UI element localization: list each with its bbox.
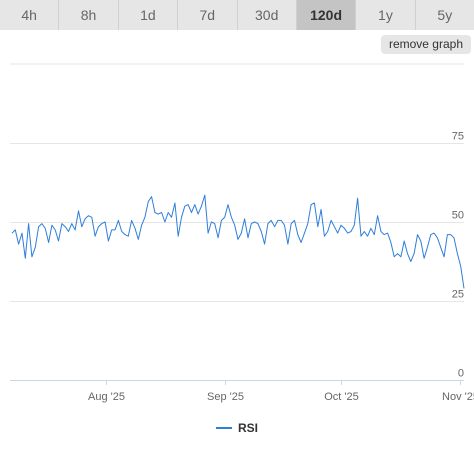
y-tick-label: 0 bbox=[458, 368, 464, 380]
legend-swatch-icon bbox=[215, 427, 232, 429]
y-tick-label: 75 bbox=[452, 131, 464, 143]
x-tick-label: Oct '25 bbox=[324, 391, 359, 403]
tab-5y[interactable]: 5y bbox=[415, 0, 474, 30]
y-tick-label: 25 bbox=[452, 289, 464, 301]
tab-4h[interactable]: 4h bbox=[0, 0, 60, 30]
time-range-tabs: 4h 8h 1d 7d 30d 120d 1y 5y bbox=[0, 0, 474, 30]
tab-1d[interactable]: 1d bbox=[118, 0, 179, 30]
x-tick-label: Nov '25 bbox=[442, 391, 474, 403]
series-line-rsi bbox=[11, 194, 465, 289]
chart-legend[interactable]: RSI bbox=[0, 421, 474, 435]
tab-7d[interactable]: 7d bbox=[178, 0, 238, 30]
chart-svg: 0 25 50 75 Aug '25 Sep '25 Oct '25 Nov '25 bbox=[10, 63, 474, 403]
tab-1y[interactable]: 1y bbox=[356, 0, 416, 30]
y-tick-label: 50 bbox=[452, 210, 464, 222]
x-tick-label: Sep '25 bbox=[207, 391, 244, 403]
rsi-chart: 0 25 50 75 Aug '25 Sep '25 Oct '25 Nov '25 bbox=[0, 58, 474, 455]
tab-120d[interactable]: 120d bbox=[296, 0, 357, 30]
tab-30d[interactable]: 30d bbox=[237, 0, 297, 30]
legend-label: RSI bbox=[237, 421, 258, 435]
tab-8h[interactable]: 8h bbox=[59, 0, 119, 30]
remove-graph-button[interactable]: remove graph bbox=[380, 35, 471, 54]
x-tick-label: Aug '25 bbox=[88, 391, 125, 403]
